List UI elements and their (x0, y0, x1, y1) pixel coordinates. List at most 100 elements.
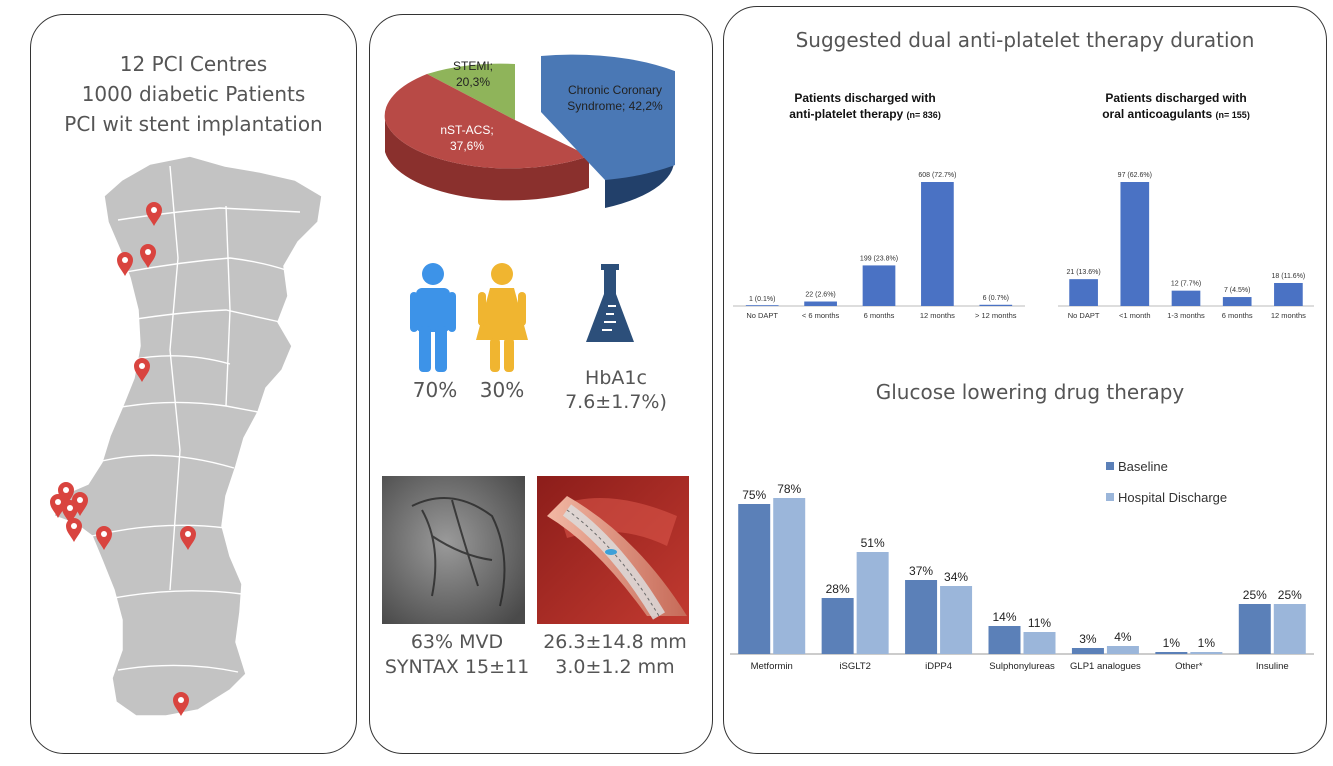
oac-chart-title: Patients discharged with oral anticoagula… (1102, 91, 1250, 121)
data-label: 11% (1028, 616, 1051, 630)
bar-baseline (1155, 652, 1188, 654)
category-label: 6 months (864, 311, 895, 320)
data-label: 14% (992, 610, 1016, 624)
location-pin-icon (50, 494, 66, 518)
location-pin-icon (72, 492, 88, 516)
pie-slice-stemi (427, 63, 515, 120)
location-pin-icon (134, 358, 150, 382)
data-label: 25% (1243, 588, 1267, 602)
pie-label-stemi: STEMI; (453, 59, 493, 73)
bar (745, 305, 779, 306)
bar-baseline (1071, 648, 1104, 654)
angiogram-image (382, 476, 525, 624)
flask-icon (586, 264, 634, 342)
location-pin-icon (66, 518, 82, 542)
category-label: 12 months (920, 311, 955, 320)
portugal-map (50, 155, 323, 717)
district-borders (91, 165, 301, 673)
bar-discharge (1190, 652, 1223, 654)
bar (979, 304, 1013, 306)
data-label: 78% (777, 482, 801, 496)
pie-slice-nst-acs (384, 74, 589, 169)
bar (1069, 279, 1098, 306)
location-pin-icon (96, 526, 112, 550)
data-label: 1% (1163, 636, 1181, 650)
pie-label-ccs-value: Syndrome; 42,2% (567, 99, 663, 113)
data-label: 1 (0.1%) (749, 296, 775, 303)
pie-slice-ccs (541, 54, 675, 180)
male-figure-icon (410, 263, 456, 372)
data-label: 608 (72.7%) (918, 172, 956, 179)
data-label: 51% (861, 536, 885, 550)
pie-label-ccs: Chronic Coronary (568, 83, 662, 97)
bar-discharge (773, 498, 806, 654)
female-figure-icon (476, 263, 528, 372)
female-percentage: 30% (479, 378, 525, 402)
syntax-score: SYNTAX 15±11 (384, 656, 530, 678)
category-label: > 12 months (975, 311, 1017, 320)
data-label: 21 (13.6%) (1066, 269, 1100, 276)
location-pin-icon (146, 202, 162, 226)
data-label: 37% (909, 564, 933, 578)
bar-baseline (1238, 604, 1271, 654)
bar (1171, 290, 1201, 306)
bar (1222, 297, 1252, 306)
apt-chart-title: Patients discharged with anti-platelet th… (789, 91, 941, 121)
bar-baseline (988, 626, 1021, 654)
glucose-bar-chart: 75% 78% Metformin 28% 51% iSGLT2 37% 34% iDPP4 14… (730, 459, 1314, 672)
category-label: 1-3 months (1167, 311, 1205, 320)
bar (921, 182, 954, 306)
category-label: iSGLT2 (839, 661, 871, 672)
category-label: Other* (1175, 661, 1203, 672)
bar (862, 265, 896, 306)
legend-swatch (1106, 462, 1114, 470)
data-label: 199 (23.8%) (860, 255, 898, 262)
legend-swatch (1106, 493, 1114, 501)
location-pin-icon (58, 482, 74, 506)
data-label: 4% (1114, 630, 1132, 644)
data-label: 12 (7.7%) (1171, 281, 1201, 288)
pci-centre-markers (50, 202, 196, 716)
data-label: 18 (11.6%) (1272, 273, 1306, 280)
acs-pie-chart: STEMI; 20,3% nST-ACS; 37,6% Chronic Coro… (384, 54, 675, 208)
data-label: 25% (1278, 588, 1302, 602)
data-label: 7 (4.5%) (1224, 287, 1250, 294)
bar-discharge (1106, 646, 1139, 654)
mvd-percentage: 63% MVD (410, 631, 504, 653)
data-label: 28% (826, 582, 850, 596)
pie-label-stemi-value: 20,3% (456, 75, 490, 89)
data-label: 1% (1198, 636, 1216, 650)
data-label: 34% (944, 570, 968, 584)
location-pin-icon (180, 526, 196, 550)
legend-label: Hospital Discharge (1118, 490, 1227, 505)
glucose-title: Glucose lowering drug therapy (875, 380, 1185, 404)
oac-bar-chart: 21 (13.6%) No DAPT 97 (62.6%) <1 month 12 (7… (1058, 172, 1314, 320)
bar (804, 301, 837, 306)
legend-label: Baseline (1118, 459, 1168, 474)
bar (1274, 282, 1303, 306)
category-label: Metformin (751, 661, 793, 672)
bar-discharge (1273, 604, 1306, 654)
location-pin-icon (140, 244, 156, 268)
apt-bar-chart: 1 (0.1%) No DAPT 22 (2.6%) < 6 months 199 (2… (733, 172, 1025, 320)
data-label: 3% (1079, 632, 1097, 646)
data-label: 22 (2.6%) (805, 292, 835, 299)
bar-discharge (1023, 632, 1056, 654)
data-label: 6 (0.7%) (983, 295, 1009, 302)
category-label: No DAPT (746, 311, 778, 320)
bar-baseline (905, 580, 938, 654)
hba1c-label: HbA1c (585, 367, 647, 389)
bar (1120, 182, 1150, 306)
stent-length: 26.3±14.8 mm (543, 631, 687, 653)
pie-label-nst: nST-ACS; (440, 123, 493, 137)
category-label: No DAPT (1068, 311, 1100, 320)
location-pin-icon (117, 252, 133, 276)
pie-label-nst-value: 37,6% (450, 139, 484, 153)
data-label: 75% (742, 488, 766, 502)
category-label: 12 months (1271, 311, 1306, 320)
data-label: 97 (62.6%) (1118, 172, 1152, 179)
patients-count: 1000 diabetic Patients (81, 82, 306, 106)
dapt-title: Suggested dual anti-platelet therapy dur… (795, 28, 1255, 52)
pie-depth (385, 120, 675, 208)
procedure-description: PCI wit stent implantation (64, 112, 323, 136)
